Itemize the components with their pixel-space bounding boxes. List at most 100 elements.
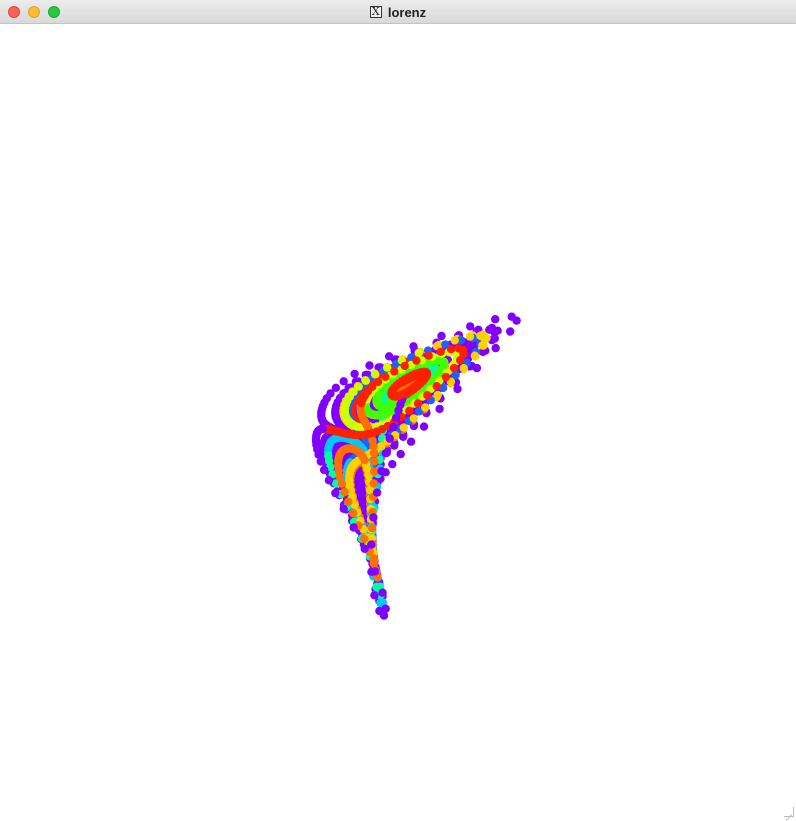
trajectory-point bbox=[381, 372, 390, 381]
trajectory-point bbox=[405, 406, 414, 415]
trajectory-point bbox=[350, 369, 359, 379]
trajectory-point bbox=[367, 540, 376, 549]
trajectory-point bbox=[349, 387, 358, 397]
trajectory-point bbox=[354, 382, 363, 391]
trajectory-point bbox=[402, 389, 412, 399]
trajectory-point bbox=[371, 370, 380, 379]
trajectory-point bbox=[335, 472, 344, 481]
trajectory-point bbox=[490, 334, 499, 343]
trajectory-point bbox=[383, 363, 392, 372]
trajectory-point bbox=[433, 390, 442, 400]
trajectory-point bbox=[412, 356, 421, 365]
trajectory-point bbox=[456, 335, 466, 345]
trajectory-point bbox=[381, 604, 390, 613]
title-bar[interactable]: X lorenz bbox=[0, 0, 796, 24]
trajectory-point bbox=[438, 383, 448, 393]
trajectory-point bbox=[406, 437, 416, 446]
trajectory-point bbox=[432, 382, 441, 391]
trajectory-point bbox=[349, 523, 358, 532]
trajectory-point bbox=[339, 377, 348, 386]
trajectory-point bbox=[367, 567, 376, 576]
trajectory-point bbox=[419, 422, 429, 431]
close-button[interactable] bbox=[8, 6, 20, 18]
attractor-trace bbox=[311, 312, 521, 620]
trajectory-point bbox=[491, 343, 500, 353]
minimize-button[interactable] bbox=[28, 6, 40, 18]
trajectory-point bbox=[399, 423, 408, 432]
trajectory-point bbox=[465, 332, 475, 341]
trajectory-point bbox=[415, 407, 424, 416]
trajectory-point bbox=[400, 361, 409, 371]
trajectory-point bbox=[331, 383, 341, 392]
trajectory-point bbox=[390, 441, 399, 450]
trajectory-point bbox=[451, 370, 460, 380]
trajectory-point bbox=[377, 466, 386, 476]
trajectory-point bbox=[348, 508, 358, 518]
trajectory-point bbox=[344, 497, 353, 507]
trajectory-point bbox=[491, 315, 500, 324]
trajectory-point bbox=[470, 351, 480, 360]
trajectory-point bbox=[389, 422, 398, 432]
trajectory-point bbox=[480, 334, 489, 343]
trajectory-point bbox=[409, 414, 418, 423]
window-title: lorenz bbox=[387, 4, 427, 20]
trajectory-point bbox=[396, 449, 405, 459]
trajectory-point bbox=[376, 598, 385, 608]
title-area: X lorenz bbox=[0, 0, 796, 24]
trajectory-point bbox=[391, 413, 401, 422]
trajectory-point bbox=[369, 513, 378, 522]
trajectory-point bbox=[424, 351, 433, 360]
trajectory-point bbox=[346, 486, 355, 496]
trajectory-point bbox=[370, 467, 379, 476]
trajectory-point bbox=[449, 363, 459, 373]
plot-canvas[interactable] bbox=[0, 24, 796, 819]
trajectory-point bbox=[324, 476, 334, 485]
trajectory-point bbox=[466, 322, 475, 331]
trajectory-point bbox=[385, 434, 394, 443]
trajectory-point bbox=[414, 348, 423, 358]
trajectory-point bbox=[506, 327, 515, 336]
trajectory-point bbox=[316, 457, 325, 466]
trajectory-point bbox=[435, 404, 444, 414]
trajectory-point bbox=[337, 479, 346, 488]
trajectory-point bbox=[369, 554, 378, 563]
trajectory-point bbox=[369, 448, 379, 458]
trajectory-point bbox=[478, 341, 487, 350]
trajectory-point bbox=[446, 345, 456, 354]
trajectory-point bbox=[441, 340, 450, 349]
trajectory-point bbox=[368, 524, 377, 533]
trajectory-point bbox=[459, 349, 468, 359]
trajectory-point bbox=[399, 432, 408, 441]
trajectory-point bbox=[361, 376, 370, 385]
trajectory-point bbox=[350, 500, 359, 509]
trajectory-point bbox=[459, 364, 468, 373]
trajectory-point bbox=[413, 399, 423, 408]
trajectory-point bbox=[365, 486, 375, 495]
trajectory-point bbox=[314, 450, 323, 459]
trajectory-point bbox=[436, 347, 445, 356]
trajectory-point bbox=[441, 372, 451, 382]
trajectory-point bbox=[368, 382, 377, 391]
resize-grip[interactable] bbox=[784, 807, 794, 817]
trajectory-point bbox=[388, 460, 397, 469]
trajectory-point bbox=[512, 316, 521, 325]
trajectory-point bbox=[493, 326, 502, 335]
trajectory-point bbox=[381, 449, 390, 458]
trajectory-point bbox=[373, 377, 383, 387]
trajectory-point bbox=[326, 389, 335, 398]
trajectory-point bbox=[370, 457, 379, 466]
trajectory-point bbox=[375, 606, 384, 616]
zoom-button[interactable] bbox=[48, 6, 60, 18]
trajectory-point bbox=[372, 582, 381, 591]
lorenz-attractor-plot bbox=[311, 312, 521, 620]
trajectory-point bbox=[369, 479, 378, 488]
trajectory-point bbox=[370, 591, 379, 600]
trajectory-point bbox=[423, 391, 432, 400]
trajectory-point bbox=[390, 367, 399, 376]
trajectory-point bbox=[434, 369, 443, 379]
trajectory-point bbox=[456, 356, 465, 365]
trajectory-point bbox=[339, 504, 348, 513]
trajectory-point bbox=[378, 588, 387, 597]
trajectory-point bbox=[340, 487, 349, 497]
